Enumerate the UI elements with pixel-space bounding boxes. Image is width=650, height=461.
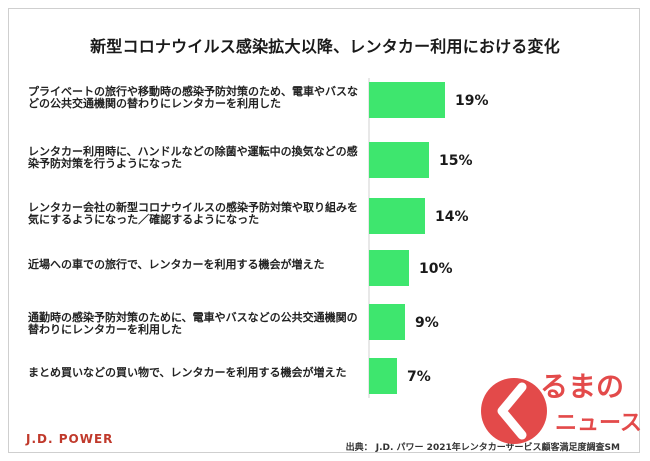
logo-text-line1: るまの — [540, 370, 625, 403]
bar-1 — [369, 82, 445, 118]
bar-5 — [369, 304, 405, 340]
chart-frame — [8, 8, 640, 453]
value-label-5: 9% — [415, 315, 439, 331]
category-label-2: レンタカー利用時に、ハンドルなどの除菌や運転中の換気などの感染予防対策を行うよう… — [28, 145, 358, 170]
category-label-3: レンタカー会社の新型コロナウイルスの感染予防対策や取り組みを気にするようになった… — [28, 201, 358, 226]
value-label-4: 10% — [419, 261, 453, 277]
bar-6 — [369, 358, 397, 394]
category-label-4: 近場への車での旅行で、レンタカーを利用する機会が増えた — [28, 258, 325, 271]
logo-text-line2: ニュース — [555, 411, 642, 436]
bar-4 — [369, 250, 409, 286]
category-label-5: 通勤時の感染予防対策のために、電車やバスなどの公共交通機関の替わりにレンタカーを… — [28, 311, 358, 336]
value-label-1: 19% — [455, 93, 489, 109]
value-label-2: 15% — [439, 153, 473, 169]
value-label-3: 14% — [435, 209, 469, 225]
jd-power-logo: J.D. POWER — [26, 432, 114, 446]
chart-title: 新型コロナウイルス感染拡大以降、レンタカー利用における変化 — [90, 37, 560, 56]
category-label-6: まとめ買いなどの買い物で、レンタカーを利用する機会が増えた — [28, 366, 347, 379]
source-note: 出典： J.D. パワー 2021年レンタカーサービス顧客満足度調査SM — [345, 443, 620, 453]
kuruma-news-logo-icon — [481, 378, 547, 444]
bar-2 — [369, 142, 429, 178]
value-label-6: 7% — [407, 369, 431, 385]
bar-3 — [369, 198, 425, 234]
category-label-1: プライベートの旅行や移動時の感染予防対策のため、電車やバスなどの公共交通機関の替… — [28, 85, 358, 110]
